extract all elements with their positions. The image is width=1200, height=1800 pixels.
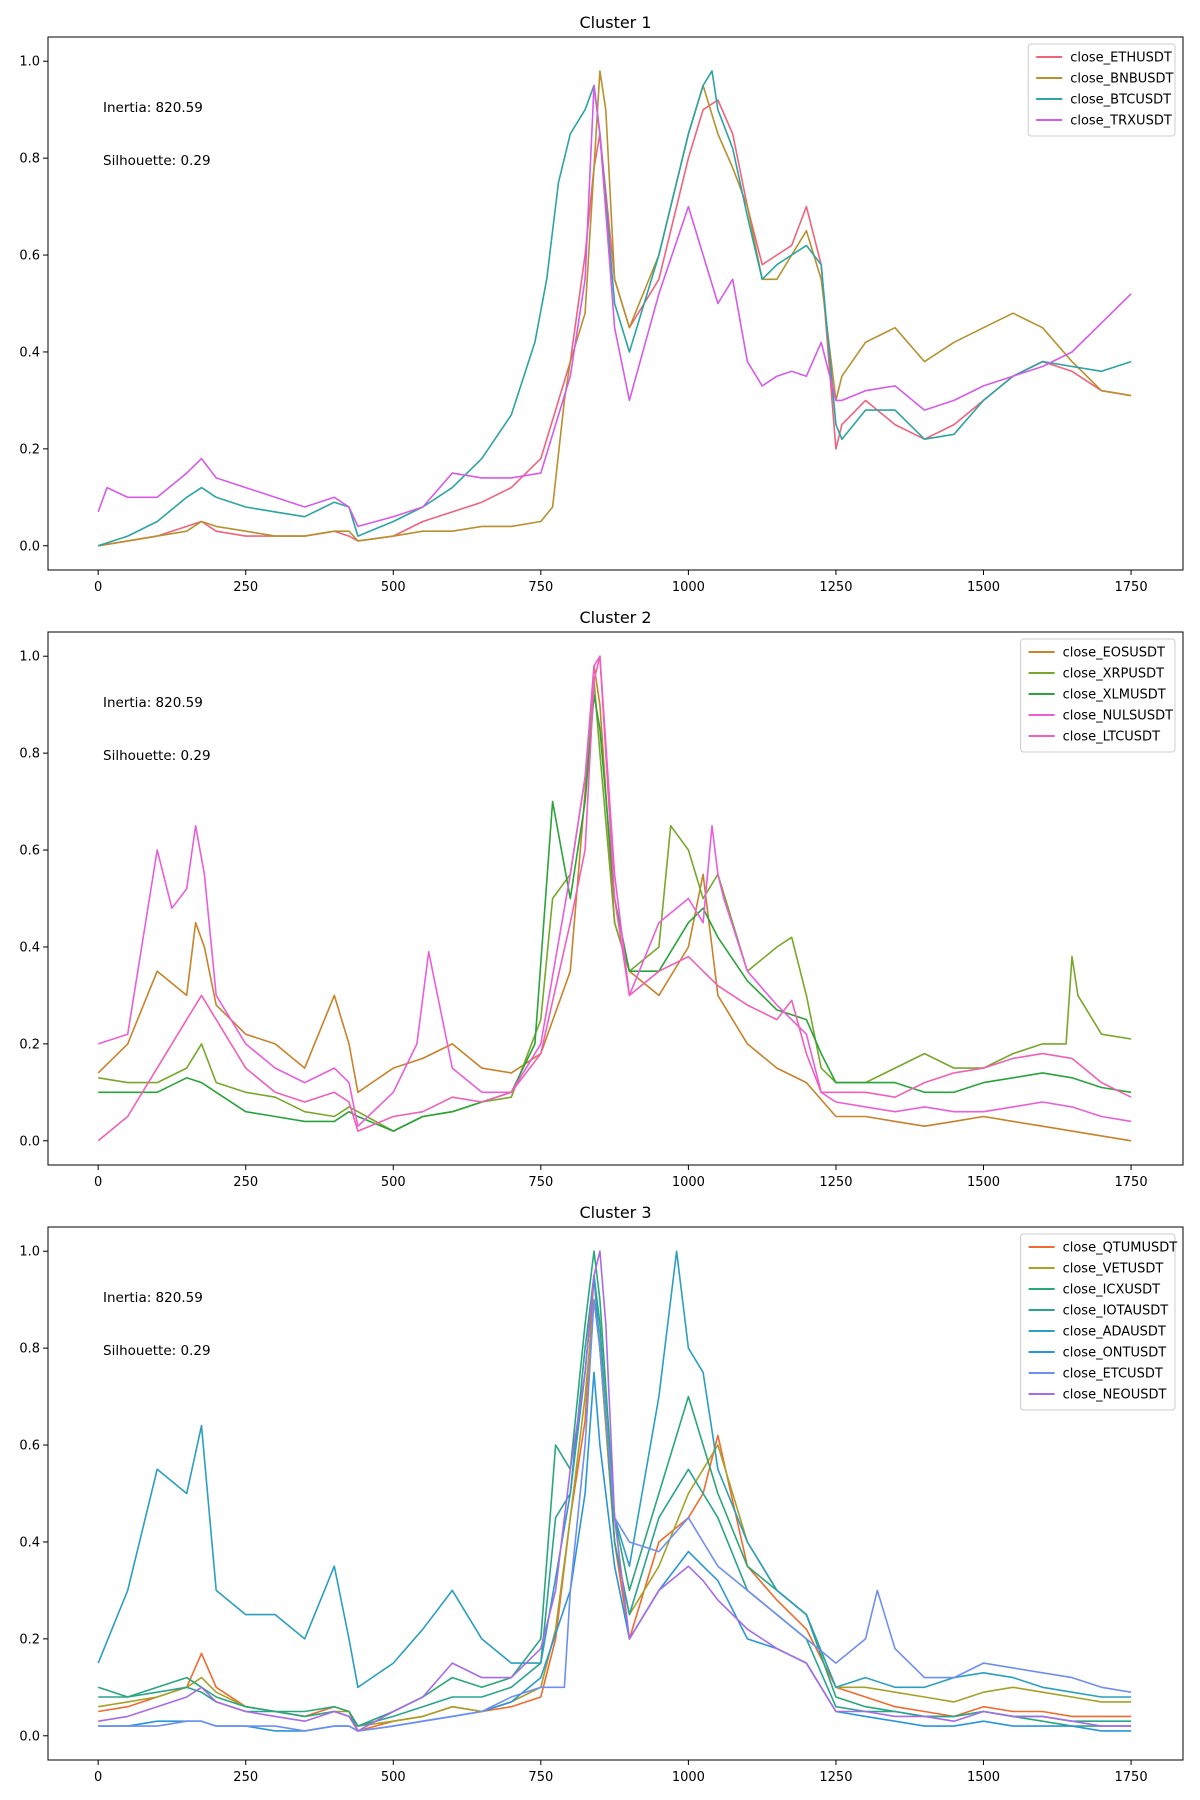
legend-label: close_BNBUSDT [1070,72,1173,87]
series-line-close_ADAUSDT [97,1250,1132,1698]
y-tick-label: 0.8 [19,152,40,167]
x-tick-label: 500 [381,580,406,595]
x-tick-label: 1250 [819,1175,852,1190]
legend-label: close_QTUMUSDT [1063,1241,1178,1256]
x-tick-label: 1500 [967,1770,1000,1785]
x-tick-label: 1000 [672,1175,705,1190]
y-tick-label: 0.6 [19,844,40,859]
legend-box [1020,638,1176,753]
legend-label: close_VETUSDT [1063,1262,1164,1277]
metric-annotation: Silhouette: 0.29 [103,1343,211,1359]
x-tick-label: 1750 [1115,1770,1148,1785]
series-line-close_NEOUSDT [98,1250,1132,1732]
x-tick-label: 1000 [672,580,705,595]
legend-box [1020,1233,1176,1411]
legend-label: close_IOTAUSDT [1063,1304,1169,1319]
series-line-close_TRXUSDT [97,84,1132,528]
x-tick-label: 250 [233,580,258,595]
x-tick-label: 1250 [819,580,852,595]
x-tick-label: 0 [94,1175,102,1190]
metric-annotation: Inertia: 820.59 [103,1290,203,1306]
legend-label: close_ADAUSDT [1063,1325,1166,1340]
y-tick-label: 0.6 [19,1439,40,1454]
chart-panel-3: Cluster 3 0 250 500 750 1000 1250 1500 1750 0.0 0.… [19,1203,1184,1785]
y-tick-label: 1.0 [19,650,40,665]
y-tick-label: 0.4 [19,1535,40,1550]
x-tick-label: 250 [233,1770,258,1785]
legend-label: close_ONTUSDT [1063,1346,1167,1361]
y-tick-label: 1.0 [19,1245,40,1260]
series-line-close_XRPUSDT [98,679,1132,1132]
y-tick-label: 0.0 [19,539,40,554]
x-tick-label: 500 [381,1770,406,1785]
legend-label: close_LTCUSDT [1063,730,1160,745]
y-tick-label: 0.0 [19,1134,40,1149]
x-tick-label: 0 [94,580,102,595]
y-tick-label: 0.4 [19,345,40,360]
y-tick-label: 0.6 [19,249,40,264]
legend-label: close_ETHUSDT [1070,51,1172,66]
x-tick-label: 1500 [967,580,1000,595]
legend-label: close_EOSUSDT [1063,646,1165,661]
series-line-close_NULSUSDT [97,655,1132,1127]
series-line-close_BTCUSDT [97,70,1132,547]
series-line-close_XLMUSDT [98,694,1132,1132]
legend-label: close_NEOUSDT [1063,1388,1167,1403]
chart-panel-2: Cluster 2 0 250 500 750 1000 1250 1500 1750 0.0 0.… [19,608,1184,1190]
x-tick-label: 750 [528,1175,553,1190]
y-tick-label: 0.8 [19,1342,40,1357]
legend-label: close_XRPUSDT [1063,667,1165,682]
x-tick-label: 1750 [1115,580,1148,595]
legend-box [1027,43,1176,137]
chart-title: Cluster 3 [579,1203,651,1222]
chart-panel-1: Cluster 1 0 250 500 750 1000 1250 1500 1750 0.0 0.… [19,13,1184,595]
x-tick-label: 750 [528,1770,553,1785]
x-tick-label: 750 [528,580,553,595]
y-tick-label: 1.0 [19,55,40,70]
legend-label: close_ETCUSDT [1063,1367,1163,1382]
plot-frame [47,36,1184,571]
series-line-close_ICXUSDT [97,1250,1132,1727]
chart-title: Cluster 2 [579,608,651,627]
y-tick-label: 0.2 [19,1632,40,1647]
x-tick-label: 1750 [1115,1175,1148,1190]
metric-annotation: Silhouette: 0.29 [103,748,211,764]
y-tick-label: 0.2 [19,1037,40,1052]
legend-label: close_XLMUSDT [1063,688,1166,703]
series-line-close_BNBUSDT [98,70,1132,547]
legend-label: close_NULSUSDT [1063,709,1173,724]
legend: close_QTUMUSDT close_VETUSDT close_ICXUSDT… [1020,1233,1178,1411]
metric-annotation: Inertia: 820.59 [103,100,203,116]
x-tick-label: 1500 [967,1175,1000,1190]
legend: close_EOSUSDT close_XRPUSDT close_XLMUSDTc… [1020,638,1176,753]
metric-annotation: Inertia: 820.59 [103,695,203,711]
legend-label: close_ICXUSDT [1063,1283,1161,1298]
y-tick-label: 0.4 [19,940,40,955]
x-tick-label: 250 [233,1175,258,1190]
x-tick-label: 500 [381,1175,406,1190]
series-line-close_ONTUSDT [98,1371,1132,1732]
x-tick-label: 0 [94,1770,102,1785]
legend-label: close_TRXUSDT [1070,114,1172,129]
y-tick-label: 0.8 [19,747,40,762]
chart-title: Cluster 1 [579,13,651,32]
metric-annotation: Silhouette: 0.29 [103,153,211,169]
series-line-close_IOTAUSDT [98,1274,1132,1727]
series-line-close_LTCUSDT [97,655,1132,1142]
legend: close_ETHUSDT close_BNBUSDT close_BTCUSDTc… [1027,43,1176,137]
series-line-close_ETCUSDT [98,1298,1132,1732]
legend-label: close_BTCUSDT [1070,93,1171,108]
x-tick-label: 1250 [819,1770,852,1785]
x-tick-label: 1000 [672,1770,705,1785]
plot-frame [47,1226,1184,1761]
y-tick-label: 0.0 [19,1729,40,1744]
y-tick-label: 0.2 [19,442,40,457]
plot-frame [47,631,1184,1166]
